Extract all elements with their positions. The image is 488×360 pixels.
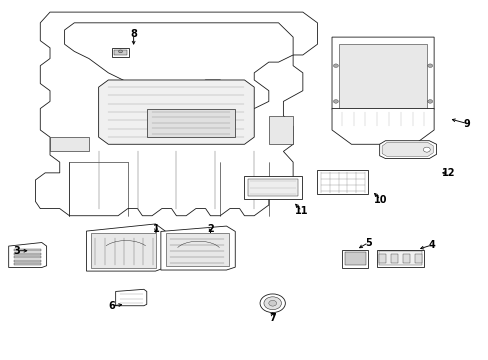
Bar bbox=[339, 44, 426, 116]
Text: 9: 9 bbox=[463, 118, 469, 129]
Polygon shape bbox=[379, 141, 436, 158]
Circle shape bbox=[333, 100, 338, 103]
Text: 4: 4 bbox=[427, 240, 434, 250]
Bar bbox=[14, 249, 41, 251]
Bar bbox=[378, 251, 421, 265]
Circle shape bbox=[333, 64, 338, 67]
Polygon shape bbox=[331, 109, 433, 144]
Polygon shape bbox=[116, 289, 146, 306]
Bar bbox=[14, 252, 41, 255]
Polygon shape bbox=[331, 37, 433, 123]
Bar bbox=[376, 249, 424, 267]
Text: 12: 12 bbox=[441, 168, 454, 178]
Polygon shape bbox=[35, 12, 317, 216]
Text: 5: 5 bbox=[365, 238, 371, 248]
Polygon shape bbox=[147, 109, 234, 137]
Text: 6: 6 bbox=[109, 301, 115, 311]
Polygon shape bbox=[64, 23, 292, 109]
Bar bbox=[165, 233, 228, 266]
Circle shape bbox=[118, 50, 122, 53]
Bar bbox=[114, 50, 126, 55]
Polygon shape bbox=[99, 80, 254, 144]
Circle shape bbox=[260, 294, 285, 312]
Text: 10: 10 bbox=[373, 195, 386, 204]
Circle shape bbox=[268, 300, 276, 306]
Circle shape bbox=[427, 64, 432, 67]
Bar bbox=[248, 179, 297, 196]
Text: 7: 7 bbox=[269, 312, 276, 323]
Circle shape bbox=[423, 147, 429, 152]
Bar bbox=[378, 254, 386, 263]
Polygon shape bbox=[161, 226, 235, 270]
Polygon shape bbox=[268, 116, 292, 144]
Bar bbox=[112, 48, 129, 57]
Bar bbox=[14, 263, 41, 265]
Polygon shape bbox=[381, 143, 432, 157]
Bar bbox=[91, 233, 155, 267]
Text: 1: 1 bbox=[152, 224, 159, 234]
Polygon shape bbox=[86, 224, 165, 271]
Bar bbox=[317, 170, 368, 194]
Text: 11: 11 bbox=[295, 206, 308, 216]
Bar bbox=[14, 260, 41, 262]
Bar bbox=[414, 254, 422, 263]
Text: 3: 3 bbox=[14, 246, 20, 256]
Text: 8: 8 bbox=[130, 29, 137, 39]
Bar bbox=[341, 249, 368, 267]
Circle shape bbox=[264, 297, 281, 310]
Bar bbox=[244, 176, 301, 199]
Circle shape bbox=[427, 100, 432, 103]
Bar bbox=[402, 254, 409, 263]
Text: 2: 2 bbox=[206, 224, 213, 234]
Bar bbox=[344, 252, 365, 265]
Bar bbox=[14, 256, 41, 258]
Polygon shape bbox=[9, 243, 46, 267]
Bar bbox=[390, 254, 398, 263]
Polygon shape bbox=[50, 137, 89, 152]
